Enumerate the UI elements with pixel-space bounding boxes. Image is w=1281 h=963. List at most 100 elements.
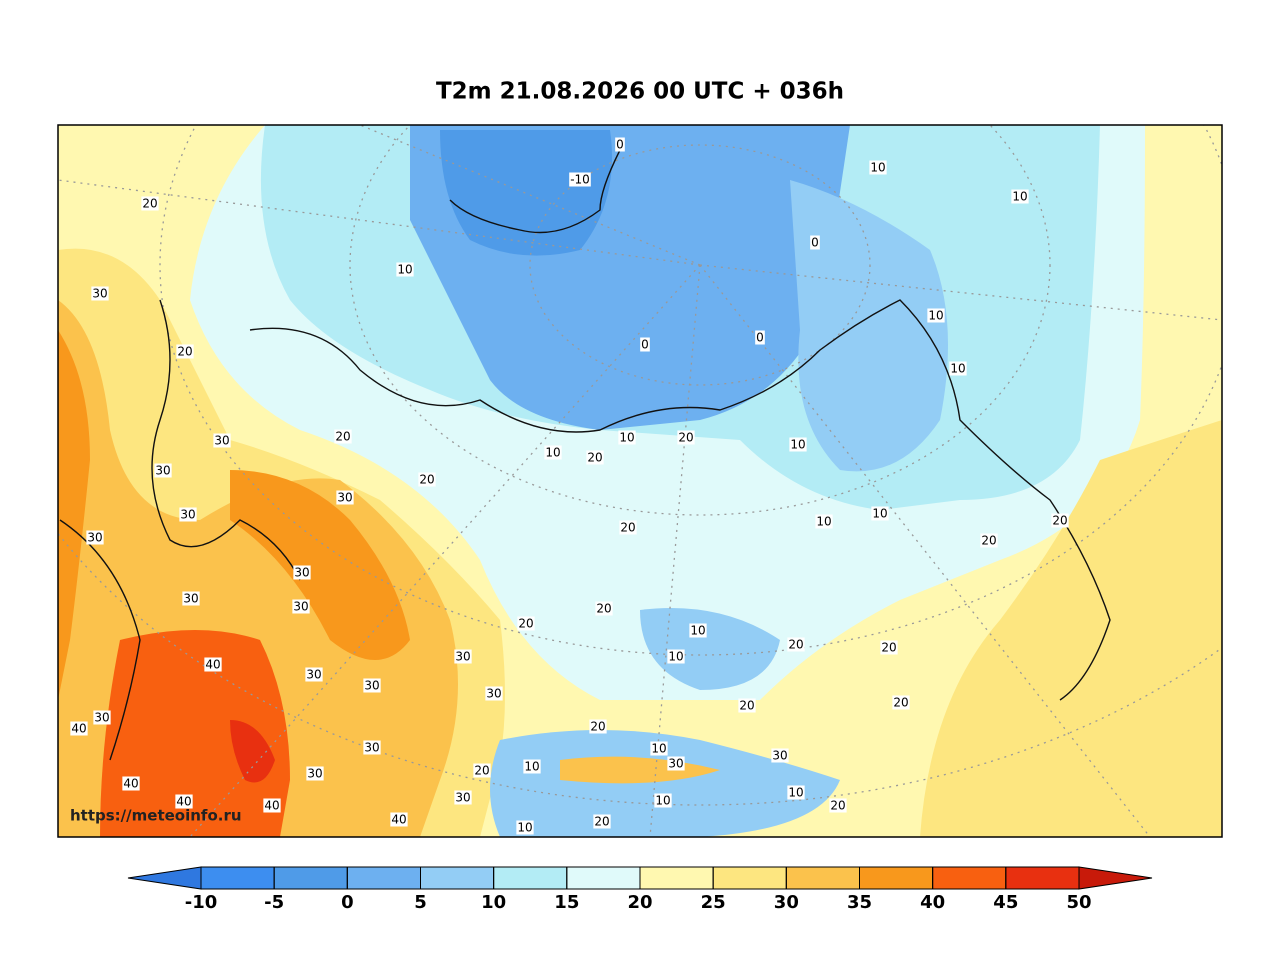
contour-label: 30 <box>364 741 379 755</box>
contour-label-bg <box>306 766 324 781</box>
contour-label: 10 <box>872 507 887 521</box>
contour-label: 30 <box>486 687 501 701</box>
contour-label-bg <box>363 740 381 755</box>
colorbar-tick-label: -10 <box>185 892 218 913</box>
contour-label: 30 <box>307 767 322 781</box>
contour-label-bg <box>689 623 707 638</box>
contour-label-bg <box>771 748 789 763</box>
contour-label: 20 <box>474 764 489 778</box>
contour-label-bg <box>293 565 311 580</box>
contour-label-bg <box>418 472 436 487</box>
contour-label: 30 <box>668 757 683 771</box>
contour-label: 10 <box>816 515 831 529</box>
colorbar-segment <box>346 866 422 890</box>
contour-label-bg <box>595 601 613 616</box>
colorbar-segment <box>932 866 1007 890</box>
contour-label: 30 <box>180 508 195 522</box>
contour-label-bg <box>619 520 637 535</box>
contour-label-bg <box>93 710 111 725</box>
contour-label-bg <box>1011 189 1029 204</box>
contour-label-bg <box>544 445 562 460</box>
contour-label-bg <box>363 678 381 693</box>
contour-label: 20 <box>981 534 996 548</box>
contour-label: 20 <box>1052 514 1067 528</box>
contour-label: 40 <box>123 777 138 791</box>
colorbar-tick-label: 45 <box>993 892 1018 913</box>
contour-label: 30 <box>364 679 379 693</box>
watermark: https://meteoinfo.ru <box>70 807 242 825</box>
map-frame <box>57 124 1223 838</box>
contour-label-bg <box>589 719 607 734</box>
contour-label-bg <box>517 616 535 631</box>
colorbar-segment <box>493 866 568 890</box>
contour-label-bg <box>182 591 200 606</box>
contour-label-bg <box>654 793 672 808</box>
contour-label: 30 <box>92 287 107 301</box>
contour-label-bg <box>263 798 281 813</box>
contour-label: 10 <box>651 742 666 756</box>
contour-label-bg <box>650 741 668 756</box>
contour-label: 30 <box>155 464 170 478</box>
contour-label-bg <box>454 790 472 805</box>
contour-label: 20 <box>596 602 611 616</box>
colorbar-segment <box>420 866 495 890</box>
contour-label-bg <box>213 433 231 448</box>
contour-label: 40 <box>264 799 279 813</box>
contour-label: 40 <box>205 658 220 672</box>
contour-label: 20 <box>177 345 192 359</box>
contour-label: 0 <box>756 331 764 345</box>
colorbar-tick-label: 40 <box>920 892 945 913</box>
colorbar-segment <box>566 866 641 890</box>
colorbar-tick-label: 50 <box>1066 892 1091 913</box>
contour-label: 20 <box>419 473 434 487</box>
contour-label: 10 <box>788 786 803 800</box>
colorbar-tick-label: 10 <box>481 892 506 913</box>
contour-label: 10 <box>1012 190 1027 204</box>
contour-label-bg <box>927 308 945 323</box>
contour-label: 10 <box>545 446 560 460</box>
contour-label: 10 <box>668 650 683 664</box>
contour-label-bg <box>789 437 807 452</box>
contour-label-bg <box>569 172 591 187</box>
contour-label-bg <box>667 756 685 771</box>
contour-label-bg <box>176 344 194 359</box>
contour-label-bg <box>618 430 636 445</box>
contour-label-bg <box>86 530 104 545</box>
contour-label: 10 <box>619 431 634 445</box>
map <box>58 125 1222 837</box>
contour-label-bg <box>70 721 88 736</box>
contour-label: 20 <box>587 451 602 465</box>
colorbar-tick-label: 35 <box>847 892 872 913</box>
contour-label-bg <box>949 361 967 376</box>
contour-label: 20 <box>620 521 635 535</box>
contour-label: 0 <box>616 138 624 152</box>
contour-label: 30 <box>183 592 198 606</box>
contour-label: 30 <box>337 491 352 505</box>
contour-label: 30 <box>94 711 109 725</box>
contour-label: 20 <box>335 430 350 444</box>
contour-label: 20 <box>830 799 845 813</box>
colorbar-tick-label: 0 <box>341 892 354 913</box>
colorbar-tick-label: 15 <box>554 892 579 913</box>
colorbar-segment <box>859 866 934 890</box>
contour-label: 0 <box>641 338 649 352</box>
contour-label: 40 <box>176 795 191 809</box>
contour-label-bg <box>869 160 887 175</box>
contour-label: 30 <box>87 531 102 545</box>
contour-label: 10 <box>397 263 412 277</box>
contour-label: 10 <box>690 624 705 638</box>
contour-label: 30 <box>293 600 308 614</box>
contour-label: 20 <box>594 815 609 829</box>
contour-label-bg <box>390 812 408 827</box>
contour-label: 0 <box>811 236 819 250</box>
colorbar-tick-label: 5 <box>414 892 427 913</box>
contour-label: 40 <box>391 813 406 827</box>
contour-label-bg <box>334 429 352 444</box>
contour-label-bg <box>755 330 765 345</box>
contour-label-bg <box>640 337 650 352</box>
colorbar-tick-label: 30 <box>774 892 799 913</box>
contour-label-bg <box>204 657 222 672</box>
contour-label: 30 <box>306 668 321 682</box>
colorbar-segment <box>273 866 348 890</box>
contour-label-bg <box>292 599 310 614</box>
